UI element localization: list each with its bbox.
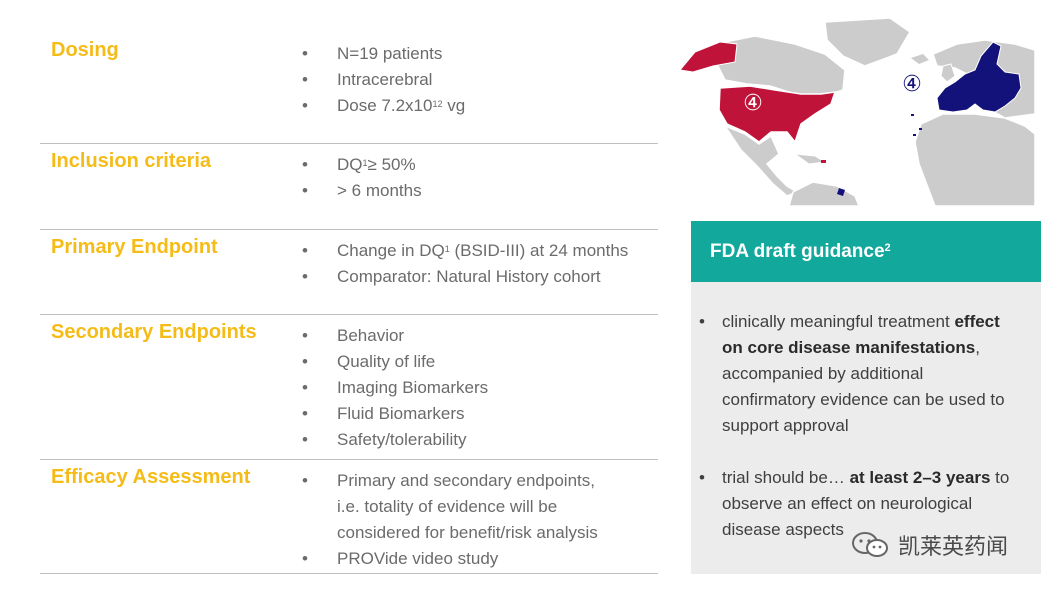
wechat-icon [852, 532, 888, 557]
us-marker: ④ [743, 91, 763, 116]
madeira-marker [919, 128, 922, 130]
uk-shape [940, 63, 956, 83]
row-title: Inclusion criteria [51, 150, 212, 172]
eu-marker: ④ [902, 72, 922, 97]
bullet-list: N=19 patients Intracerebral Dose 7.2x101… [302, 41, 465, 119]
fda-panel-body: clinically meaningful treatment effect o… [691, 282, 1041, 574]
french-guiana-shape [837, 188, 845, 196]
fda-bullet: trial should be… at least 2–3 years to o… [699, 465, 1019, 543]
bullet-list: Change in DQ1 (BSID-III) at 24 months Co… [302, 238, 628, 290]
list-item: Change in DQ1 (BSID-III) at 24 months [302, 238, 628, 264]
list-item: > 6 months [302, 178, 422, 204]
fda-panel-title: FDA draft guidance [710, 240, 885, 262]
watermark: 凯莱英药闻 [850, 529, 1008, 561]
list-item: Primary and secondary endpoints,i.e. tot… [302, 468, 598, 546]
row-title: Primary Endpoint [51, 236, 218, 258]
world-map: ④ ④ [679, 17, 1035, 206]
list-item: PROVide video study [302, 546, 598, 572]
row-dosing: Dosing N=19 patients Intracerebral Dose … [40, 33, 658, 144]
canary-marker [913, 134, 916, 136]
list-item: Behavior [302, 323, 488, 349]
row-title: Secondary Endpoints [51, 321, 257, 343]
africa-shape [914, 113, 1035, 206]
row-inclusion-criteria: Inclusion criteria DQ1≥ 50% > 6 months [40, 144, 658, 230]
bullet-list: Primary and secondary endpoints,i.e. tot… [302, 468, 598, 572]
row-primary-endpoint: Primary Endpoint Change in DQ1 (BSID-III… [40, 230, 658, 315]
south-america-shape [788, 181, 860, 206]
bullet-list: Behavior Quality of life Imaging Biomark… [302, 323, 488, 453]
caribbean-shape [793, 153, 827, 165]
mexico-shape [723, 124, 799, 197]
row-title: Efficacy Assessment [51, 466, 251, 488]
iceland-shape [911, 54, 929, 64]
list-item-dose: Dose 7.2x1012 vg [302, 93, 465, 119]
bullet-list: DQ1≥ 50% > 6 months [302, 152, 422, 204]
eu-shape [936, 41, 1022, 113]
usa-shape [718, 85, 837, 144]
list-item: Intracerebral [302, 67, 465, 93]
fda-bullet: clinically meaningful treatment effect o… [699, 309, 1019, 439]
alaska-shape [679, 41, 738, 73]
study-design-table: Dosing N=19 patients Intracerebral Dose … [40, 33, 658, 574]
fda-panel-header: FDA draft guidance 2 [691, 221, 1041, 282]
list-item: Quality of life [302, 349, 488, 375]
list-item: N=19 patients [302, 41, 465, 67]
list-item: Safety/tolerability [302, 427, 488, 453]
row-efficacy-assessment: Efficacy Assessment Primary and secondar… [40, 460, 658, 574]
list-item: Imaging Biomarkers [302, 375, 488, 401]
list-item: Comparator: Natural History cohort [302, 264, 628, 290]
list-item: Fluid Biomarkers [302, 401, 488, 427]
puerto-rico-marker [821, 160, 826, 163]
greenland-shape [824, 17, 911, 67]
fda-title-footnote: 2 [884, 241, 891, 254]
row-secondary-endpoints: Secondary Endpoints Behavior Quality of … [40, 315, 658, 460]
azores-marker [911, 114, 914, 116]
watermark-text: 凯莱英药闻 [898, 534, 1009, 559]
list-item: DQ1≥ 50% [302, 152, 422, 178]
row-title: Dosing [51, 39, 119, 61]
